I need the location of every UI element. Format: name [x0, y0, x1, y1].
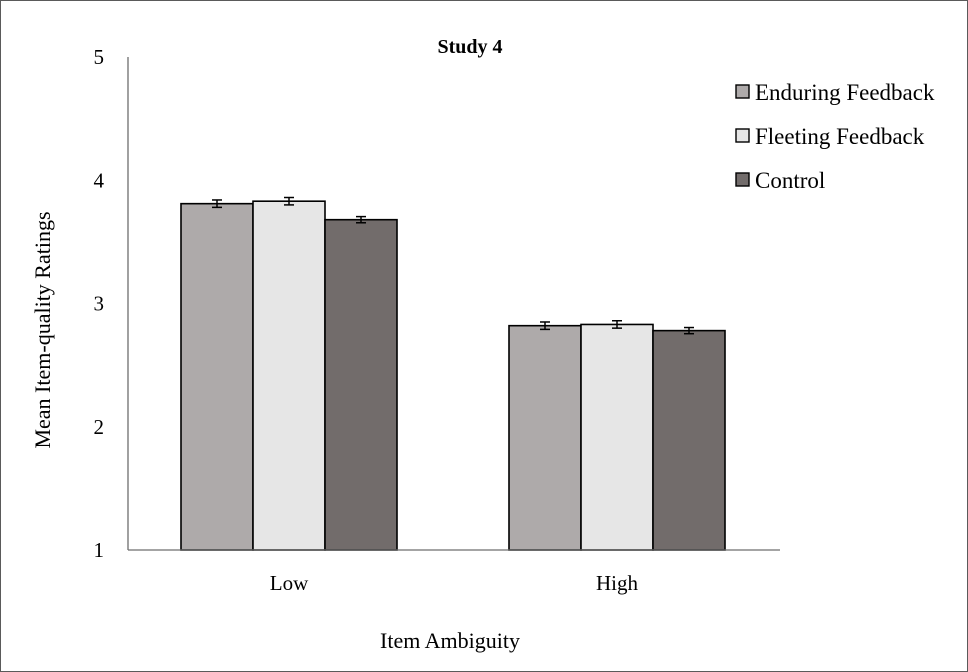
legend-label-1: Enduring Feedback — [755, 80, 935, 105]
x-tick-label-low: Low — [270, 571, 309, 595]
axes-layer: Low High 1 2 3 4 5 — [94, 45, 780, 595]
error-bar-low-3 — [356, 215, 366, 224]
legend-item-3: Control — [735, 168, 825, 193]
legend-label-3: Control — [755, 168, 825, 193]
bars-layer — [180, 196, 726, 551]
bar-low-1 — [180, 202, 254, 551]
legend: Enduring Feedback Fleeting Feedback Contro… — [735, 80, 935, 193]
legend-item-2: Fleeting Feedback — [735, 124, 925, 149]
y-tick-label-2: 2 — [94, 415, 105, 439]
y-tick-label-3: 3 — [94, 292, 105, 316]
bar-high-3 — [652, 329, 726, 551]
x-axis-title: Item Ambiguity — [380, 628, 520, 653]
legend-swatch-3 — [735, 172, 750, 187]
bar-high-2 — [580, 323, 654, 551]
error-bar-low-2 — [284, 196, 294, 206]
bar-low-2 — [252, 200, 326, 551]
x-tick-label-high: High — [596, 571, 639, 595]
chart-title: Study 4 — [437, 36, 502, 58]
y-tick-label-1: 1 — [94, 538, 105, 562]
error-bar-high-2 — [612, 320, 622, 329]
y-tick-label-4: 4 — [94, 168, 105, 192]
error-bar-high-1 — [540, 321, 550, 331]
legend-label-2: Fleeting Feedback — [755, 124, 925, 149]
legend-swatch-2 — [735, 128, 750, 143]
bar-low-3 — [324, 218, 398, 551]
legend-swatch-1 — [735, 84, 750, 99]
legend-item-1: Enduring Feedback — [735, 80, 935, 105]
y-axis-title: Mean Item-quality Ratings — [30, 211, 55, 448]
bar-high-1 — [508, 324, 582, 551]
error-bar-high-3 — [684, 326, 694, 335]
error-bar-low-1 — [212, 199, 222, 209]
y-tick-label-5: 5 — [94, 45, 105, 69]
